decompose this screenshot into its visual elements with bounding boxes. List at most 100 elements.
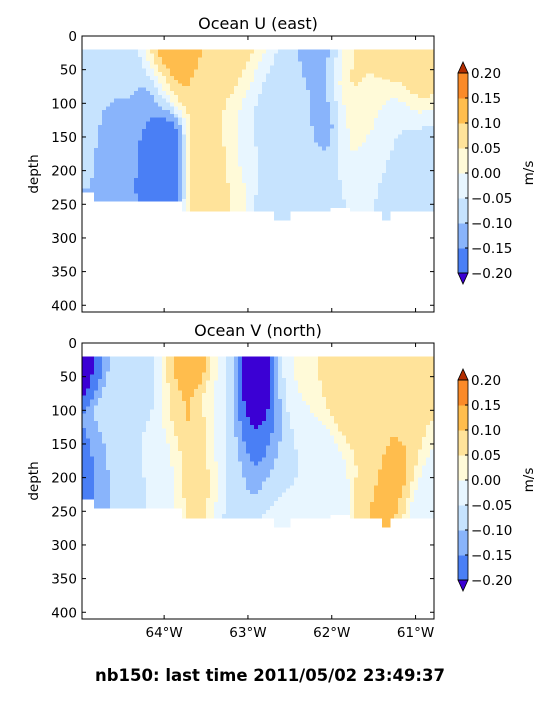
- field-cell: [290, 138, 295, 143]
- field-cell: [366, 166, 371, 172]
- field-cell: [270, 162, 275, 168]
- field-cell: [186, 505, 191, 511]
- field-cell: [242, 89, 247, 95]
- field-cell: [114, 432, 119, 437]
- field-cell: [406, 174, 411, 180]
- field-cell: [338, 61, 343, 66]
- field-cell: [186, 453, 191, 458]
- field-cell: [390, 73, 395, 79]
- field-cell: [274, 57, 279, 63]
- field-cell: [94, 140, 99, 145]
- field-cell: [182, 106, 187, 111]
- field-cell: [102, 470, 107, 475]
- field-cell: [418, 81, 423, 87]
- field-cell: [194, 372, 199, 378]
- field-cell: [414, 114, 419, 119]
- field-cell: [362, 158, 367, 164]
- field-cell: [394, 190, 399, 196]
- field-cell: [202, 396, 207, 402]
- field-cell: [310, 106, 315, 111]
- field-cell: [418, 154, 423, 160]
- field-cell: [98, 68, 103, 73]
- field-cell: [394, 101, 399, 107]
- field-cell: [238, 114, 243, 119]
- field-cell: [318, 118, 323, 123]
- field-cell: [158, 462, 163, 467]
- field-cell: [346, 104, 351, 110]
- field-cell: [162, 102, 167, 107]
- field-cell: [390, 114, 395, 119]
- field-cell: [234, 190, 239, 196]
- field-cell: [286, 194, 291, 199]
- field-cell: [150, 49, 155, 54]
- field-cell: [370, 146, 375, 151]
- field-cell: [390, 206, 395, 212]
- field-cell: [230, 154, 235, 160]
- field-cell: [322, 150, 327, 155]
- field-cell: [402, 85, 407, 91]
- field-cell: [194, 465, 199, 471]
- field-cell: [290, 110, 295, 115]
- field-cell: [314, 170, 319, 176]
- field-cell: [298, 49, 303, 55]
- field-cell: [146, 390, 151, 395]
- field-cell: [238, 126, 243, 131]
- field-cell: [190, 198, 195, 204]
- field-cell: [246, 194, 251, 200]
- field-cell: [358, 85, 363, 91]
- field-cell: [90, 360, 95, 365]
- field-cell: [430, 114, 435, 119]
- field-cell: [218, 69, 223, 75]
- field-cell: [174, 60, 179, 66]
- field-cell: [106, 147, 111, 153]
- field-cell: [262, 85, 267, 91]
- field-cell: [198, 170, 203, 176]
- field-cell: [210, 489, 215, 495]
- field-cell: [298, 69, 303, 75]
- field-cell: [358, 170, 363, 176]
- field-cell: [122, 98, 127, 103]
- field-cell: [430, 146, 435, 151]
- field-cell: [158, 356, 163, 361]
- field-cell: [214, 182, 219, 188]
- field-cell: [158, 125, 163, 130]
- field-cell: [422, 158, 427, 164]
- field-cell: [322, 166, 327, 172]
- field-cell: [346, 77, 351, 82]
- field-cell: [350, 126, 355, 131]
- field-cell: [338, 49, 343, 54]
- field-cell: [158, 181, 163, 187]
- field-cell: [178, 473, 183, 479]
- field-cell: [82, 413, 87, 418]
- field-cell: [314, 166, 319, 172]
- field-cell: [114, 151, 119, 156]
- field-cell: [90, 127, 95, 133]
- field-cell: [182, 437, 187, 442]
- field-cell: [418, 134, 423, 139]
- field-cell: [430, 126, 435, 131]
- field-cell: [198, 364, 203, 370]
- field-cell: [210, 441, 215, 446]
- field-cell: [162, 409, 167, 414]
- field-cell: [178, 121, 183, 126]
- field-cell: [210, 392, 215, 398]
- field-cell: [374, 170, 379, 176]
- field-cell: [214, 413, 219, 418]
- field-cell: [194, 485, 199, 491]
- field-cell: [394, 106, 399, 111]
- field-cell: [170, 409, 175, 414]
- field-cell: [98, 420, 103, 426]
- field-cell: [370, 118, 375, 123]
- field-cell: [90, 452, 95, 457]
- field-cell: [230, 73, 235, 79]
- field-cell: [310, 101, 315, 107]
- field-cell: [214, 53, 219, 59]
- field-cell: [98, 178, 103, 183]
- field-cell: [382, 100, 387, 106]
- field-cell: [306, 65, 311, 71]
- field-cell: [298, 166, 303, 172]
- field-cell: [390, 178, 395, 184]
- field-cell: [242, 69, 247, 75]
- field-cell: [306, 198, 311, 204]
- field-cell: [186, 372, 191, 378]
